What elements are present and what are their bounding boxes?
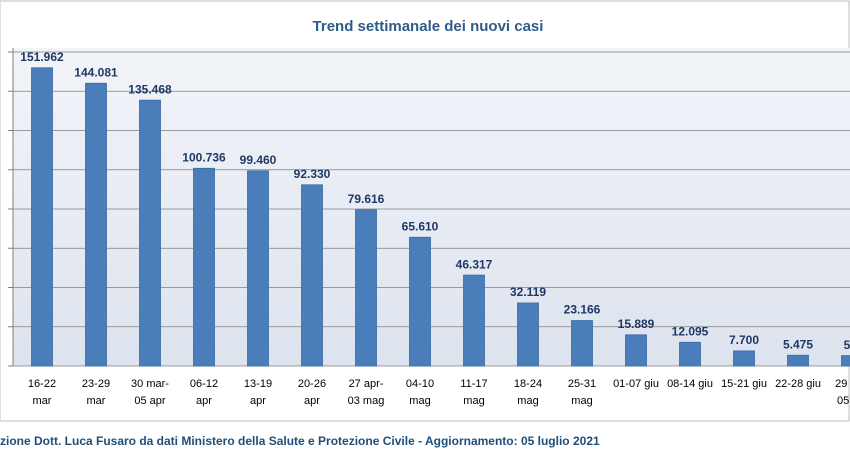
x-tick-label: 11-17 (460, 378, 487, 390)
value-label: 32.119 (510, 285, 546, 299)
x-tick-label: 16-22 (28, 378, 56, 390)
x-tick-label: 29 giu- (835, 378, 850, 390)
x-tick-label: mag (571, 395, 592, 407)
value-label: 144.081 (74, 65, 118, 79)
value-label: 5.475 (783, 337, 813, 351)
x-tick-label: 20-26 (298, 378, 326, 390)
bar (517, 302, 539, 367)
x-tick-label: 05 apr (134, 395, 166, 407)
bar (31, 67, 53, 367)
footer: zione Dott. Luca Fusaro da dati Minister… (0, 434, 600, 448)
x-tick-label: apr (250, 395, 266, 407)
x-tick-label: mag (409, 395, 430, 407)
x-tick-label: mag (463, 395, 484, 407)
bar (247, 170, 269, 367)
value-label: 100.736 (182, 150, 226, 164)
x-tick-label: 03 mag (348, 395, 385, 407)
value-label: 12.095 (672, 324, 709, 338)
bar (625, 334, 647, 367)
value-label: 23.166 (564, 303, 601, 317)
x-tick-label: mar (87, 395, 106, 407)
bar (679, 341, 701, 367)
x-tick-label: 18-24 (514, 378, 542, 390)
value-label: 151.962 (20, 50, 64, 64)
value-label: 7.700 (729, 333, 759, 347)
x-tick-label: 27 apr- (349, 378, 384, 390)
bar (355, 209, 377, 367)
bar (571, 320, 593, 367)
value-label: 65.610 (402, 219, 439, 233)
x-tick-label: apr (196, 395, 212, 407)
x-tick-label: 22-28 giu (775, 378, 821, 390)
value-label: 99.460 (240, 153, 277, 167)
x-tick-label: 30 mar- (131, 378, 169, 390)
bar (463, 274, 485, 367)
bar (193, 167, 215, 367)
value-label: 135.468 (128, 82, 172, 96)
bar (409, 236, 431, 367)
x-tick-label: 25-31 (568, 378, 596, 390)
value-label: 92.330 (294, 167, 331, 181)
x-tick-label: mag (517, 395, 538, 407)
value-label: 5.3 (844, 338, 850, 352)
value-label: 79.616 (348, 192, 385, 206)
bar (733, 350, 755, 367)
bar (85, 82, 107, 367)
x-tick-label: 23-29 (82, 378, 110, 390)
x-tick-label: apr (304, 395, 320, 407)
bar (139, 99, 161, 367)
x-tick-label: mar (33, 395, 52, 407)
bar (301, 184, 323, 367)
x-tick-label: 04-10 (406, 378, 434, 390)
x-tick-label: 05 lug (837, 395, 850, 407)
x-tick-label: 15-21 giu (721, 378, 767, 390)
bar (841, 355, 850, 367)
x-tick-label: 06-12 (190, 378, 218, 390)
x-tick-label: 13-19 (244, 378, 272, 390)
value-label: 15.889 (618, 317, 655, 331)
x-tick-label: 08-14 giu (667, 378, 713, 390)
chart-title: Trend settimanale dei nuovi casi (313, 18, 544, 35)
x-tick-label: 01-07 giu (613, 378, 659, 390)
bar (787, 354, 809, 367)
value-label: 46.317 (456, 257, 493, 271)
